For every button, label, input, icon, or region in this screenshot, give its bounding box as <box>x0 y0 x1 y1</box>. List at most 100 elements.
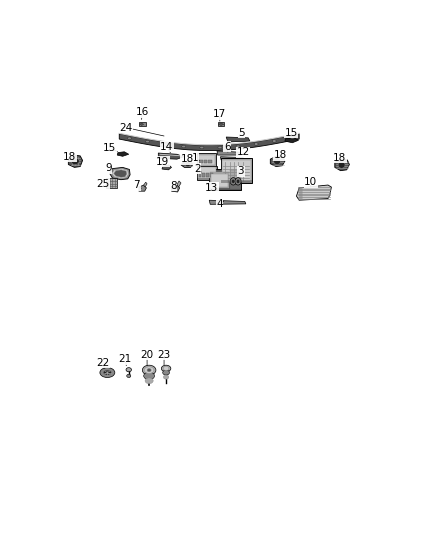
Polygon shape <box>335 159 350 171</box>
Polygon shape <box>299 187 303 200</box>
Bar <box>199 160 203 163</box>
Bar <box>210 172 229 188</box>
Bar <box>198 155 215 165</box>
Text: 20: 20 <box>141 350 154 360</box>
Polygon shape <box>221 180 251 183</box>
Text: 12: 12 <box>237 147 250 157</box>
Bar <box>211 174 228 187</box>
Polygon shape <box>119 134 299 150</box>
Polygon shape <box>172 184 180 192</box>
Ellipse shape <box>164 143 168 146</box>
Ellipse shape <box>100 368 115 377</box>
Text: 2: 2 <box>194 164 201 174</box>
Text: 14: 14 <box>160 142 173 152</box>
Text: 10: 10 <box>304 177 317 187</box>
Polygon shape <box>177 181 181 187</box>
Text: 22: 22 <box>96 358 110 368</box>
Bar <box>222 159 251 182</box>
Ellipse shape <box>145 367 154 374</box>
Text: 15: 15 <box>103 143 117 152</box>
Polygon shape <box>297 185 332 200</box>
Polygon shape <box>220 157 244 160</box>
Text: 4: 4 <box>216 199 223 209</box>
Polygon shape <box>285 138 298 143</box>
Text: 7: 7 <box>134 180 140 190</box>
Ellipse shape <box>338 161 345 168</box>
Bar <box>139 122 146 126</box>
Bar <box>197 166 217 180</box>
Polygon shape <box>139 185 146 191</box>
Text: 18: 18 <box>333 152 346 163</box>
Ellipse shape <box>145 140 149 143</box>
Polygon shape <box>217 151 241 155</box>
Ellipse shape <box>163 375 169 379</box>
Ellipse shape <box>162 370 170 375</box>
Ellipse shape <box>237 179 240 183</box>
Ellipse shape <box>145 378 153 384</box>
Bar <box>206 173 209 177</box>
Polygon shape <box>112 168 128 179</box>
Text: 15: 15 <box>285 128 298 138</box>
Text: 25: 25 <box>96 179 110 189</box>
Ellipse shape <box>71 158 79 165</box>
Text: 18: 18 <box>180 154 194 164</box>
Ellipse shape <box>147 368 151 372</box>
Polygon shape <box>117 152 129 156</box>
Ellipse shape <box>232 179 235 183</box>
Polygon shape <box>181 160 194 167</box>
Bar <box>199 173 201 177</box>
Text: 21: 21 <box>119 354 132 365</box>
Ellipse shape <box>272 140 276 142</box>
Text: 1: 1 <box>192 152 199 163</box>
Ellipse shape <box>163 366 169 370</box>
Ellipse shape <box>274 158 280 165</box>
Polygon shape <box>162 165 172 170</box>
Bar <box>197 154 216 166</box>
Polygon shape <box>219 123 224 126</box>
Ellipse shape <box>126 368 131 372</box>
Text: 8: 8 <box>170 181 177 191</box>
Ellipse shape <box>218 146 222 149</box>
Bar <box>208 160 212 163</box>
Polygon shape <box>140 123 144 126</box>
Polygon shape <box>209 200 246 204</box>
Ellipse shape <box>236 145 240 148</box>
Text: 24: 24 <box>120 123 133 133</box>
Bar <box>218 122 224 126</box>
Bar <box>106 178 117 188</box>
Bar <box>209 169 241 190</box>
Ellipse shape <box>127 137 131 140</box>
Bar <box>204 160 207 163</box>
Bar <box>198 167 215 178</box>
Ellipse shape <box>254 143 258 146</box>
Text: 19: 19 <box>156 157 170 167</box>
Ellipse shape <box>185 161 191 166</box>
Ellipse shape <box>290 136 294 139</box>
Ellipse shape <box>127 374 131 377</box>
Polygon shape <box>230 170 241 189</box>
Polygon shape <box>114 170 127 177</box>
Polygon shape <box>144 182 147 187</box>
Ellipse shape <box>182 146 186 148</box>
Ellipse shape <box>230 177 237 185</box>
Polygon shape <box>158 153 184 159</box>
Bar <box>221 158 251 183</box>
Ellipse shape <box>144 372 155 379</box>
Bar <box>210 173 212 177</box>
Bar <box>202 173 205 177</box>
Text: 18: 18 <box>63 152 76 161</box>
Text: 6: 6 <box>224 142 230 152</box>
Polygon shape <box>110 167 130 180</box>
Ellipse shape <box>142 365 156 375</box>
Text: 18: 18 <box>273 150 287 160</box>
Text: 3: 3 <box>237 166 244 176</box>
Polygon shape <box>270 156 285 166</box>
Text: 17: 17 <box>213 109 226 119</box>
Text: 13: 13 <box>205 183 218 193</box>
Text: 5: 5 <box>238 128 245 138</box>
Text: 16: 16 <box>136 107 149 117</box>
Polygon shape <box>226 137 250 142</box>
Text: 23: 23 <box>157 350 171 360</box>
Ellipse shape <box>235 177 241 185</box>
Polygon shape <box>68 155 83 167</box>
